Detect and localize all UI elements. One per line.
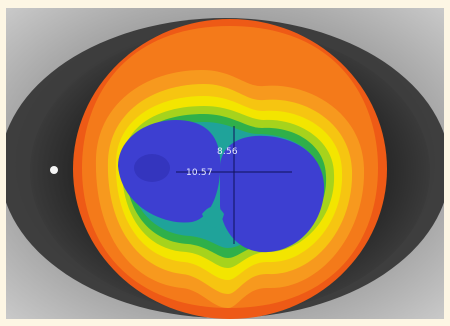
measurement-crosshair <box>176 126 292 244</box>
contour-bands <box>73 19 387 319</box>
vertical-measurement-label: 8.56 <box>217 147 238 157</box>
light-reflection <box>50 166 58 174</box>
center-bridge <box>202 206 224 228</box>
topography-map <box>6 8 444 319</box>
eye-photograph: 8.56 10.57 <box>6 8 444 319</box>
horizontal-measurement-label: 10.57 <box>186 168 213 178</box>
left-dark-spot <box>134 154 170 182</box>
right-flat-zone <box>220 135 325 253</box>
